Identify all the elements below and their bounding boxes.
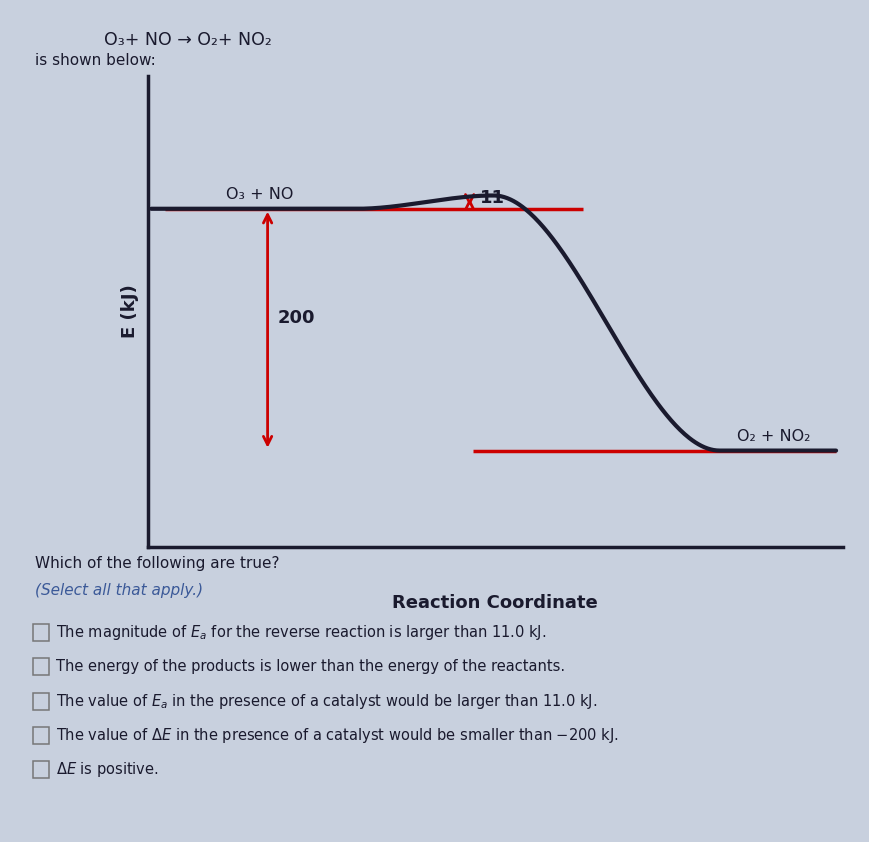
Text: O₃ + NO: O₃ + NO [227,187,294,202]
Y-axis label: E (kJ): E (kJ) [122,285,139,338]
Text: The magnitude of $E_a$ for the reverse reaction is larger than 11.0 kJ.: The magnitude of $E_a$ for the reverse r… [56,623,546,642]
Text: The value of $E_a$ in the presence of a catalyst would be larger than 11.0 kJ.: The value of $E_a$ in the presence of a … [56,692,597,711]
Text: is shown below:: is shown below: [35,53,156,68]
Text: Δ$E$ is positive.: Δ$E$ is positive. [56,760,158,779]
Text: The value of Δ$E$ in the presence of a catalyst would be smaller than −200 kJ.: The value of Δ$E$ in the presence of a c… [56,727,619,745]
Text: The energy of the products is lower than the energy of the reactants.: The energy of the products is lower than… [56,659,565,674]
Text: (Select all that apply.): (Select all that apply.) [35,584,202,599]
Text: 200: 200 [278,308,315,327]
Text: Which of the following are true?: Which of the following are true? [35,557,279,572]
Text: 11: 11 [480,189,505,207]
Text: O₂ + NO₂: O₂ + NO₂ [737,429,810,444]
Text: O₃+ NO → O₂+ NO₂: O₃+ NO → O₂+ NO₂ [104,30,272,49]
Text: Reaction Coordinate: Reaction Coordinate [393,594,598,612]
